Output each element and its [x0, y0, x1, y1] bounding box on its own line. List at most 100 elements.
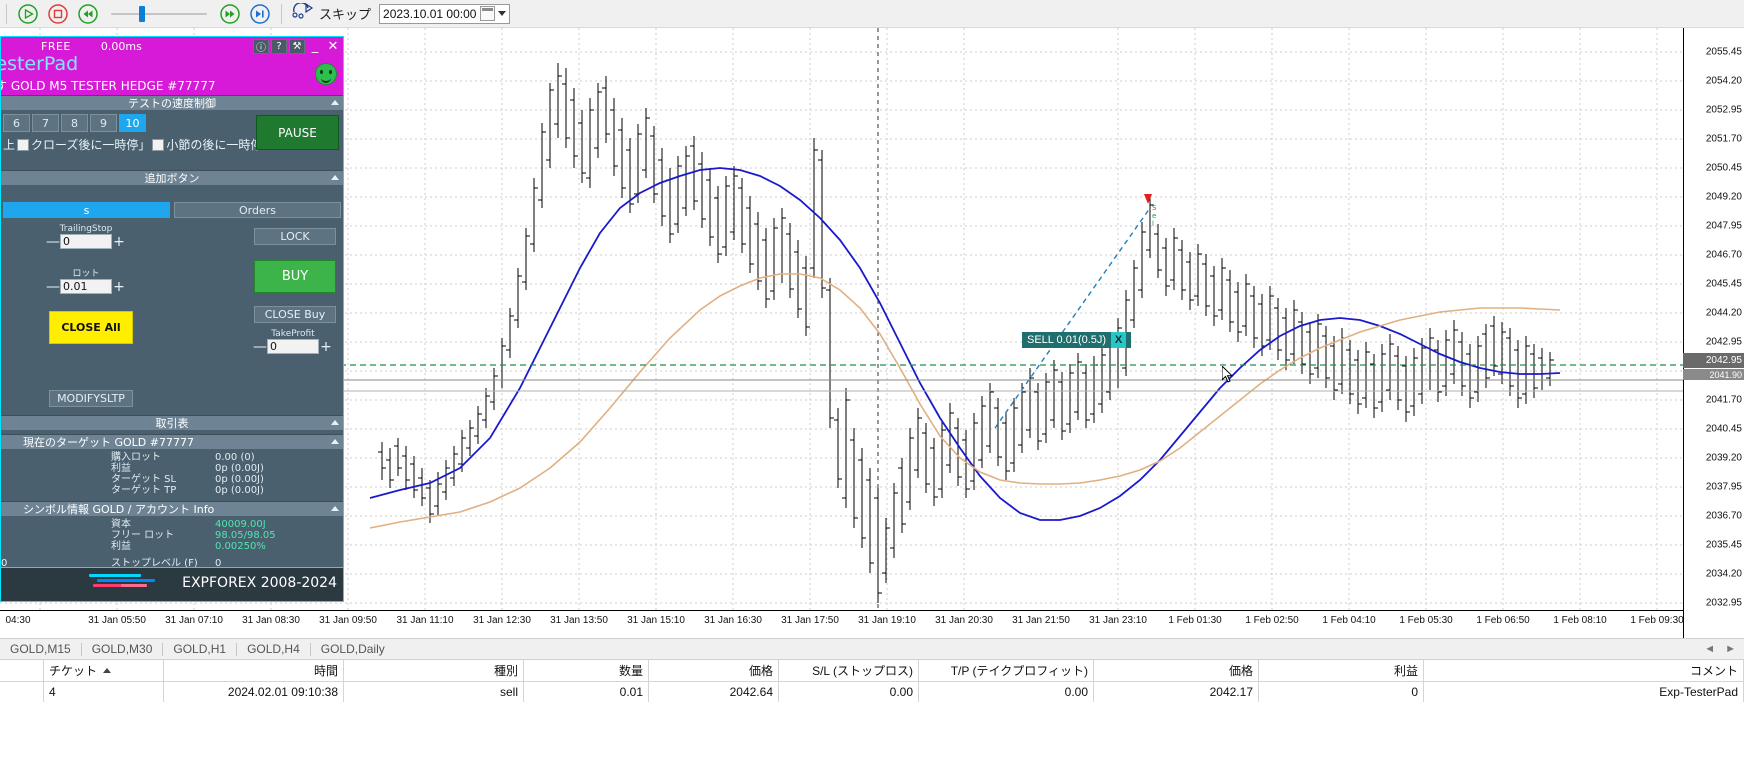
calendar-icon[interactable] — [480, 6, 496, 21]
close-buy-button[interactable]: CLOSE Buy — [254, 306, 336, 323]
testerpad-panel[interactable]: FREE 0.00ms ⓘ ? ⚒ _ ✕ TesterPad す GOLD M… — [0, 36, 344, 602]
col-header-ticket-label: チケット — [49, 664, 98, 678]
chart-symbol-tabs[interactable]: GOLD,M15 GOLD,M30 GOLD,H1 GOLD,H4 GOLD,D… — [0, 638, 1744, 660]
chevron-up-icon[interactable] — [331, 506, 339, 511]
chevron-down-icon[interactable] — [498, 11, 507, 16]
chevron-up-icon[interactable] — [331, 439, 339, 444]
chevron-up-icon[interactable] — [331, 420, 339, 425]
step-forward-button[interactable] — [248, 2, 272, 26]
footer-line-2 — [97, 579, 155, 582]
sym-tab-gold-m15[interactable]: GOLD,M15 — [10, 642, 71, 656]
price-tick: 2041.70 — [1705, 394, 1742, 406]
close-icon[interactable]: X — [1111, 332, 1127, 348]
time-tick: 1 Feb 02:50 — [1245, 615, 1299, 626]
take-profit-field[interactable]: TakeProfit — + — [253, 329, 333, 354]
speed-button-8[interactable]: 8 — [61, 114, 88, 132]
take-profit-input[interactable] — [267, 339, 319, 354]
col-header-time[interactable]: 時間 — [164, 660, 344, 681]
section-speed-control[interactable]: テストの速度制御 — [1, 95, 343, 110]
tab-positions[interactable]: s — [3, 202, 170, 218]
trailing-stop-label: TrailingStop — [59, 224, 113, 234]
section-trade-table[interactable]: 取引表 — [1, 415, 343, 430]
speed-button-10[interactable]: 10 — [119, 114, 146, 132]
info-icon[interactable]: ⓘ — [253, 38, 269, 54]
stop-level-value: 0 — [215, 558, 222, 569]
speed-buttons[interactable]: 6 7 8 9 10 — [3, 110, 343, 132]
trailing-stop-input[interactable] — [60, 234, 112, 249]
modify-sltp-button[interactable]: MODIFYSLTP — [49, 390, 133, 407]
lot-decrement[interactable]: — — [46, 278, 60, 295]
fast-forward-button[interactable] — [218, 2, 242, 26]
scroll-right-icon[interactable]: ► — [1725, 643, 1736, 655]
col-header-profit[interactable]: 利益 — [1259, 660, 1424, 681]
ma-blue-line — [369, 167, 1561, 521]
smiley-icon[interactable] — [315, 63, 337, 85]
sell-order-tag[interactable]: SELL 0.01(0.5J) X — [1022, 332, 1132, 348]
sym-tab-gold-m30[interactable]: GOLD,M30 — [91, 642, 153, 656]
speed-button-6[interactable]: 6 — [3, 114, 30, 132]
chevron-up-icon[interactable] — [331, 175, 339, 180]
stop-button[interactable] — [46, 2, 70, 26]
col-header-ticket[interactable]: チケット — [44, 660, 164, 681]
footer-line-4 — [121, 584, 147, 587]
scroll-left-icon[interactable]: ◄ — [1704, 643, 1716, 655]
minimize-icon[interactable]: _ — [311, 38, 319, 54]
speed-slider[interactable] — [111, 2, 207, 26]
section-symbol-info[interactable]: シンボル情報 GOLD / アカウント Info — [1, 501, 343, 516]
pause-button[interactable]: PAUSE — [256, 115, 339, 150]
orders-table[interactable]: チケット 時間 種別 数量 価格 S/L (ストップロス) T/P (テイクプロ… — [0, 660, 1744, 776]
col-header-blank[interactable] — [0, 660, 44, 681]
pause-options-row[interactable]: 上 クローズ後に一時停」 小節の後に一時停止 — [3, 132, 343, 153]
trailing-stop-increment[interactable]: + — [113, 233, 125, 250]
price-axis[interactable]: 2055.45 2054.20 2052.95 2051.70 2050.45 … — [1683, 28, 1744, 638]
speed-button-9[interactable]: 9 — [90, 114, 117, 132]
lot-input[interactable] — [60, 279, 112, 294]
take-profit-decrement[interactable]: — — [253, 338, 267, 355]
trailing-stop-decrement[interactable]: — — [46, 233, 60, 250]
lot-field[interactable]: ロット — + — [46, 266, 126, 294]
close-icon[interactable]: ✕ — [327, 38, 339, 54]
trailing-stop-field[interactable]: TrailingStop — + — [46, 224, 126, 249]
buy-button[interactable]: BUY — [254, 260, 336, 293]
play-button[interactable] — [16, 2, 40, 26]
pause-after-close-checkbox[interactable] — [17, 138, 30, 151]
speed-button-7[interactable]: 7 — [32, 114, 59, 132]
col-header-type[interactable]: 種別 — [344, 660, 524, 681]
pause-after-bar-checkbox[interactable] — [152, 138, 165, 151]
col-header-sl[interactable]: S/L (ストップロス) — [779, 660, 919, 681]
skip-date-input[interactable]: 2023.10.01 00:00 — [379, 3, 511, 24]
lot-increment[interactable]: + — [113, 278, 125, 295]
time-tick: 1 Feb 01:30 — [1168, 615, 1222, 626]
tools-icon[interactable]: ⚒ — [289, 38, 305, 54]
lot-label: ロット — [72, 269, 100, 279]
sym-tab-gold-daily[interactable]: GOLD,Daily — [320, 642, 385, 656]
skip-control[interactable]: スキップ — [292, 2, 371, 24]
take-profit-increment[interactable]: + — [320, 338, 332, 355]
price-tick: 2052.95 — [1705, 104, 1742, 116]
col-header-volume[interactable]: 数量 — [524, 660, 649, 681]
help-icon[interactable]: ? — [271, 38, 287, 54]
col-header-price2[interactable]: 価格 — [1094, 660, 1259, 681]
section-current-target[interactable]: 現在のターゲット GOLD #77777 — [1, 434, 343, 449]
col-header-price[interactable]: 価格 — [649, 660, 779, 681]
col-header-comment[interactable]: コメント — [1424, 660, 1744, 681]
close-all-button[interactable]: CLOSE All — [49, 311, 133, 344]
sym-tab-gold-h1[interactable]: GOLD,H1 — [173, 642, 227, 656]
sort-ascending-icon[interactable] — [103, 668, 112, 673]
current-price-badge: 2042.95 — [1683, 353, 1744, 368]
pad-tabs[interactable]: s Orders — [1, 199, 343, 218]
target-sl-value: 0p (0.00J) — [215, 474, 264, 485]
cell-ticket: 4 — [44, 682, 164, 702]
testerpad-titlebar[interactable]: FREE 0.00ms ⓘ ? ⚒ _ ✕ — [1, 37, 343, 55]
tab-scroll-arrows[interactable]: ◄ ► — [1704, 643, 1744, 655]
sym-tab-gold-h4[interactable]: GOLD,H4 — [247, 642, 300, 656]
lock-button[interactable]: LOCK — [254, 228, 336, 245]
tab-orders[interactable]: Orders — [174, 202, 341, 218]
time-axis[interactable]: 04:30 31 Jan 05:50 31 Jan 07:10 31 Jan 0… — [0, 610, 1684, 638]
speed-slider-thumb[interactable] — [139, 5, 145, 22]
table-row[interactable]: 4 2024.02.01 09:10:38 sell 0.01 2042.64 … — [0, 682, 1744, 702]
section-extra-buttons[interactable]: 追加ボタン — [1, 170, 343, 185]
chevron-up-icon[interactable] — [331, 100, 339, 105]
rewind-button[interactable] — [76, 2, 100, 26]
col-header-tp[interactable]: T/P (テイクプロフィット) — [919, 660, 1094, 681]
